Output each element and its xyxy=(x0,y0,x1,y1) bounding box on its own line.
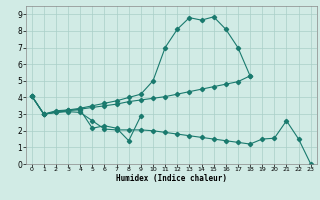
X-axis label: Humidex (Indice chaleur): Humidex (Indice chaleur) xyxy=(116,174,227,183)
